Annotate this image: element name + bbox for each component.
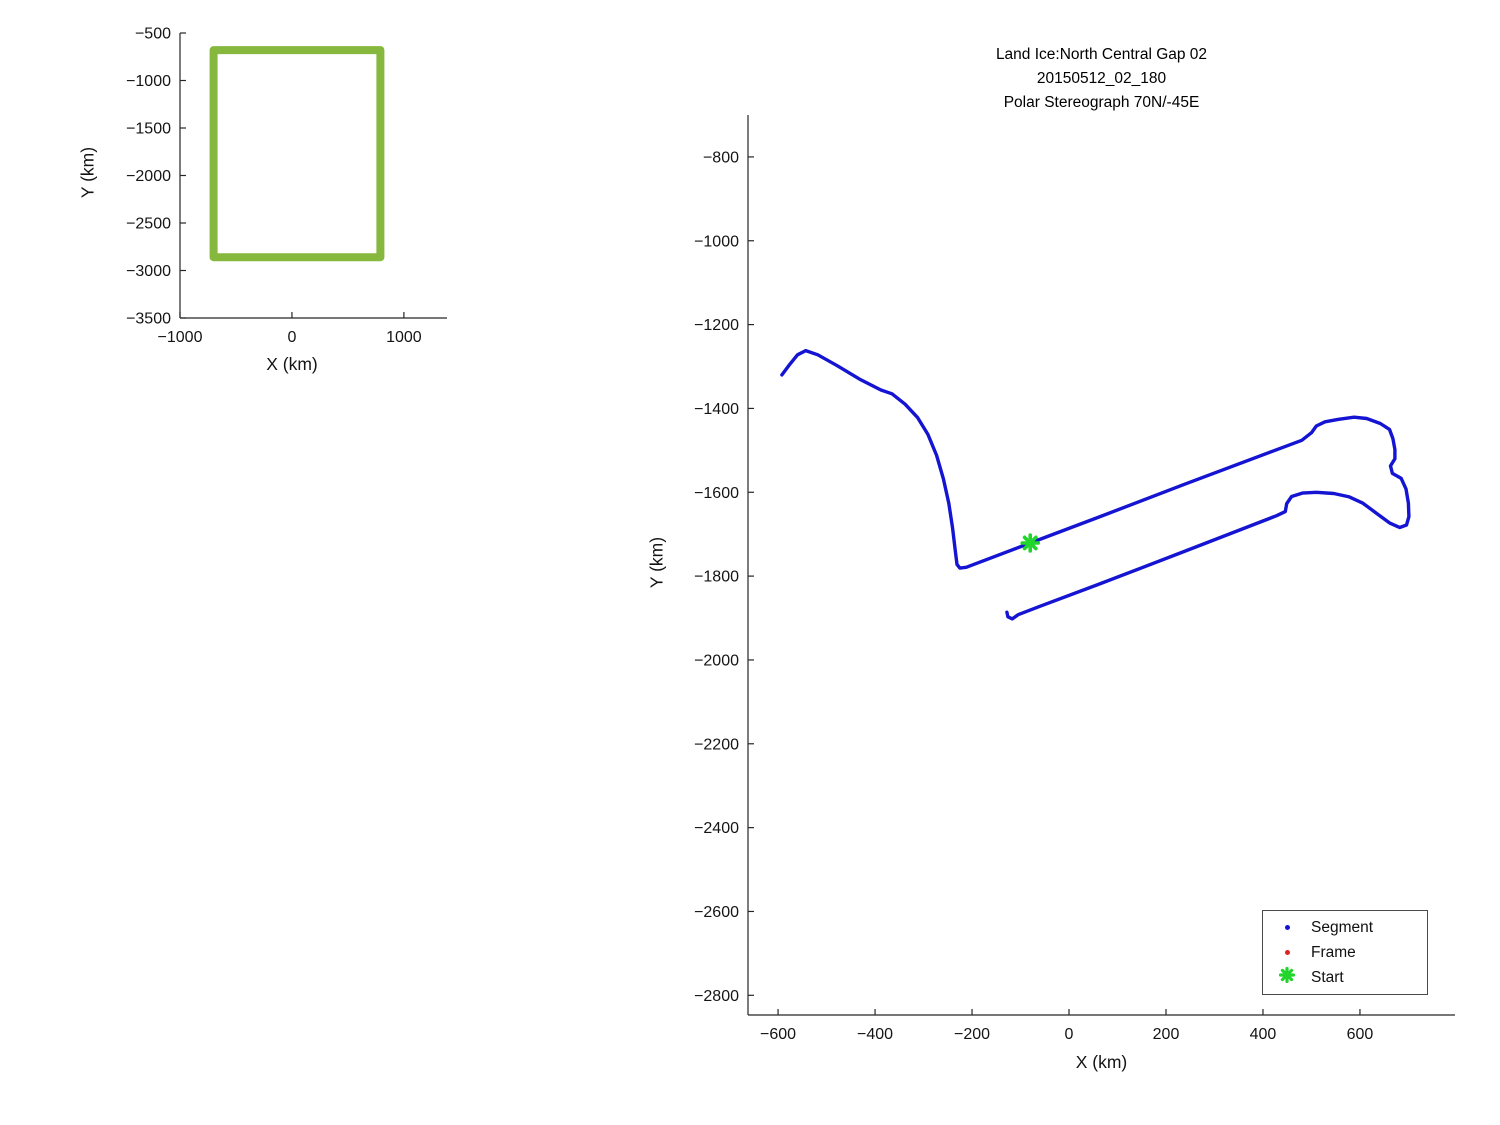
svg-text:−1800: −1800 <box>694 569 739 586</box>
svg-text:600: 600 <box>1347 1026 1374 1043</box>
segment-dot-icon <box>1263 925 1311 930</box>
chart-title: Land Ice:North Central Gap 02 20150512_0… <box>748 43 1455 115</box>
svg-text:−1000: −1000 <box>158 329 203 346</box>
svg-text:−2400: −2400 <box>694 820 739 837</box>
svg-text:−1500: −1500 <box>126 121 171 138</box>
legend-item-frame: Frame <box>1263 940 1427 965</box>
legend-item-segment: Segment <box>1263 915 1427 940</box>
svg-text:−600: −600 <box>760 1026 796 1043</box>
svg-text:−2200: −2200 <box>694 736 739 753</box>
legend-item-start: Start <box>1263 965 1427 990</box>
svg-text:−2800: −2800 <box>694 988 739 1005</box>
frame-dot-icon <box>1263 950 1311 955</box>
start-asterisk-icon <box>1263 965 1311 990</box>
svg-text:−2500: −2500 <box>126 216 171 233</box>
svg-text:−2000: −2000 <box>126 168 171 185</box>
chart-title-line-1: Land Ice:North Central Gap 02 <box>995 46 1208 63</box>
chart-title-line-3: Polar Stereograph 70N/-45E <box>1003 94 1200 111</box>
svg-text:200: 200 <box>1153 1026 1180 1043</box>
svg-text:−1200: −1200 <box>694 317 739 334</box>
svg-text:−1000: −1000 <box>126 73 171 90</box>
track-ylabel: Y (km) <box>646 536 667 589</box>
svg-text:−1000: −1000 <box>694 233 739 250</box>
svg-text:−2000: −2000 <box>694 652 739 669</box>
svg-text:−1600: −1600 <box>694 485 739 502</box>
svg-text:−500: −500 <box>135 26 171 43</box>
svg-text:−3500: −3500 <box>126 311 171 328</box>
track-xlabel: X (km) <box>1075 1052 1128 1072</box>
legend-label-start: Start <box>1311 968 1344 986</box>
svg-text:−1400: −1400 <box>694 401 739 418</box>
svg-text:−200: −200 <box>954 1026 990 1043</box>
legend-label-frame: Frame <box>1311 943 1356 961</box>
svg-text:−400: −400 <box>857 1026 893 1043</box>
svg-text:1000: 1000 <box>386 329 422 346</box>
legend-label-segment: Segment <box>1311 918 1374 936</box>
legend-box: Segment Frame Start <box>1262 910 1428 995</box>
svg-text:0: 0 <box>287 329 296 346</box>
overview-xlabel: X (km) <box>266 354 318 374</box>
svg-text:400: 400 <box>1250 1026 1277 1043</box>
chart-title-line-2: 20150512_02_180 <box>1036 70 1167 87</box>
svg-text:−800: −800 <box>703 149 739 166</box>
svg-text:−2600: −2600 <box>694 904 739 921</box>
svg-text:0: 0 <box>1065 1026 1074 1043</box>
svg-text:−3000: −3000 <box>126 263 171 280</box>
